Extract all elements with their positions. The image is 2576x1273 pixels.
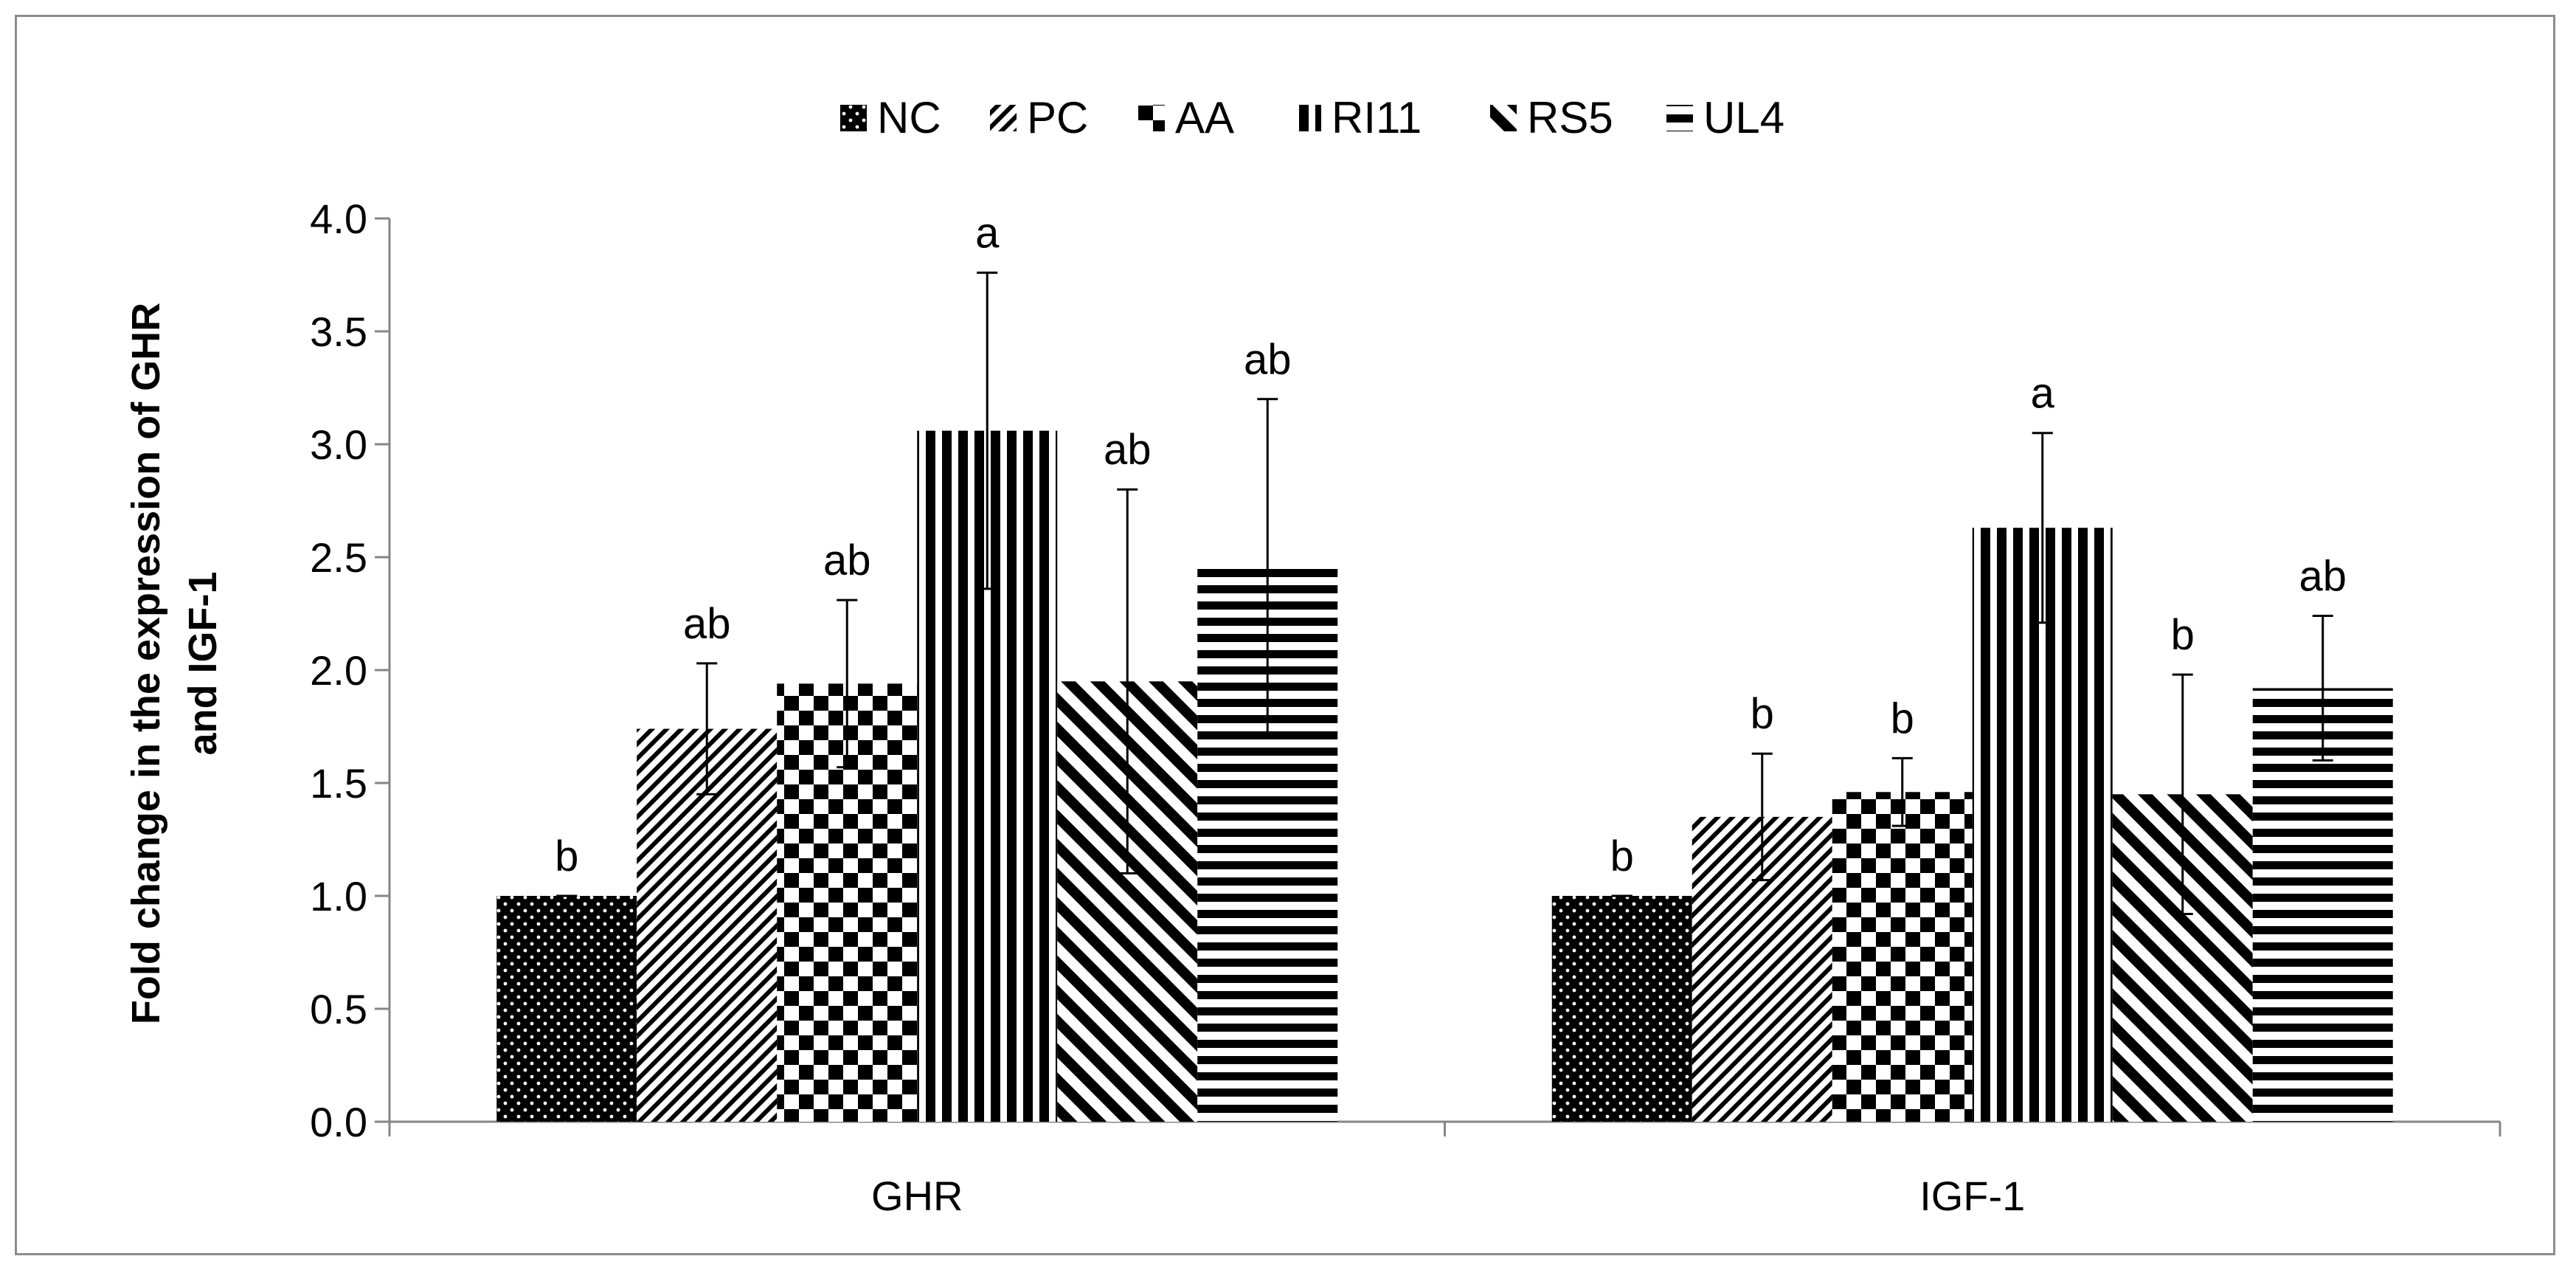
legend-label: PC: [1027, 93, 1088, 142]
axes: 0.0 0.5 1.0 1.5 2.0 2.5 3.0 3.5 4.0 GHR IGF-1: [310, 196, 2501, 1219]
y-tick-label: 0.5: [310, 986, 367, 1032]
y-tick-label: 0.0: [310, 1099, 367, 1145]
legend-swatch: [990, 105, 1017, 131]
significance-label: b: [1891, 694, 1914, 742]
chart-frame: NC PC AA RI11 RS5 UL4 Fold change in the expr…: [15, 15, 2555, 1255]
significance-label: b: [555, 832, 578, 880]
y-tick-label: 1.5: [310, 760, 367, 807]
y-tick-label: 2.5: [310, 534, 367, 581]
bars: [496, 430, 2393, 1122]
legend-label: RI11: [1332, 93, 1422, 142]
legend-label: NC: [877, 93, 941, 142]
legend-swatch: [1295, 105, 1321, 131]
significance-label: a: [975, 209, 1000, 257]
y-tick-label: 3.0: [310, 421, 367, 468]
significance-label: b: [2171, 611, 2195, 659]
y-tick-label: 2.0: [310, 647, 367, 694]
significance-label: ab: [823, 537, 871, 584]
legend-swatch: [1138, 105, 1165, 131]
y-tick-label: 4.0: [310, 196, 367, 242]
y-axis-title: Fold change in the expression of GHR and…: [124, 303, 225, 1024]
significance-label: ab: [1104, 426, 1152, 474]
legend-swatch: [840, 105, 867, 131]
y-tick-label: 1.0: [310, 873, 367, 920]
y-axis-title-line-2: and IGF-1: [181, 571, 225, 755]
significance-label: b: [1610, 832, 1634, 880]
y-axis-title-line-1: Fold change in the expression of GHR: [124, 303, 168, 1024]
x-tick-label: IGF-1: [1919, 1173, 2025, 1219]
legend-label: UL4: [1703, 93, 1784, 142]
bar: [496, 896, 637, 1122]
error-bars: [556, 271, 2333, 915]
significance-label: b: [1751, 690, 1774, 738]
legend-swatch: [1666, 105, 1693, 131]
bar: [1832, 792, 1973, 1122]
x-tick-label: GHR: [871, 1173, 963, 1219]
significance-label: ab: [2299, 553, 2347, 601]
legend-label: AA: [1175, 93, 1234, 142]
significance-label: ab: [683, 600, 731, 648]
bar-chart: NC PC AA RI11 RS5 UL4 Fold change in the expr…: [124, 93, 2501, 1219]
bar: [1972, 528, 2113, 1122]
legend: NC PC AA RI11 RS5 UL4: [840, 93, 1784, 142]
legend-swatch: [1490, 105, 1517, 131]
significance-label: a: [2031, 370, 2055, 418]
legend-label: RS5: [1527, 93, 1613, 142]
bar: [1551, 896, 1692, 1122]
y-tick-label: 3.5: [310, 308, 367, 355]
significance-label: ab: [1244, 336, 1292, 384]
